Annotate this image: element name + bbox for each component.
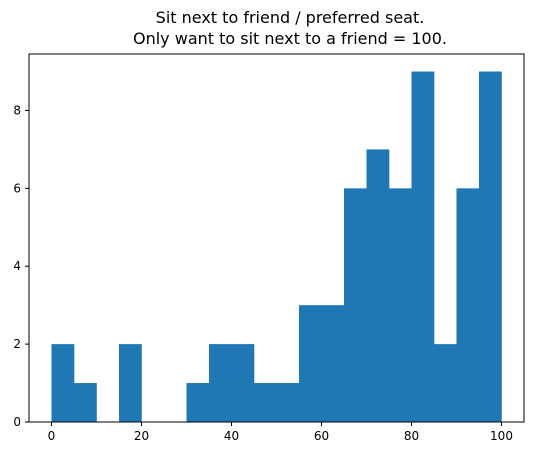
histogram-bar bbox=[456, 188, 480, 422]
histogram-bar bbox=[51, 344, 75, 422]
x-tick-label: 60 bbox=[314, 429, 329, 443]
histogram-bar bbox=[321, 305, 345, 422]
y-tick-label: 6 bbox=[13, 181, 21, 195]
histogram-bar bbox=[434, 344, 457, 422]
histogram-bar bbox=[254, 383, 277, 422]
histogram-bar bbox=[209, 344, 232, 422]
x-tick-label: 100 bbox=[490, 429, 513, 443]
histogram-bar bbox=[411, 71, 435, 423]
x-tick-label: 40 bbox=[224, 429, 239, 443]
chart-title-line-1: Sit next to friend / preferred seat. bbox=[156, 8, 425, 27]
chart-title: Sit next to friend / preferred seat. Onl… bbox=[133, 8, 447, 48]
x-axis-ticks: 0 20 40 60 80 100 bbox=[48, 422, 513, 443]
y-tick-label: 2 bbox=[13, 337, 21, 351]
histogram-bar bbox=[74, 383, 97, 422]
x-tick-label: 80 bbox=[404, 429, 419, 443]
histogram-bar bbox=[119, 344, 142, 422]
histogram-bar bbox=[276, 383, 300, 422]
chart-title-line-2: Only want to sit next to a friend = 100. bbox=[133, 29, 447, 48]
y-tick-label: 8 bbox=[13, 103, 21, 117]
histogram-bars bbox=[51, 71, 502, 423]
y-tick-label: 4 bbox=[13, 259, 21, 273]
x-tick-label: 0 bbox=[48, 429, 56, 443]
x-tick-label: 20 bbox=[134, 429, 149, 443]
histogram-bar bbox=[186, 383, 210, 422]
histogram-bar bbox=[344, 188, 367, 422]
y-axis-ticks: 0 2 4 6 8 bbox=[13, 103, 29, 429]
plot-frame bbox=[28, 53, 525, 423]
histogram-bar bbox=[231, 344, 255, 422]
histogram-bar bbox=[299, 305, 322, 422]
histogram-bar bbox=[366, 149, 390, 422]
histogram-bar bbox=[479, 71, 502, 423]
y-tick-label: 0 bbox=[13, 415, 21, 429]
histogram-bar bbox=[389, 188, 412, 422]
